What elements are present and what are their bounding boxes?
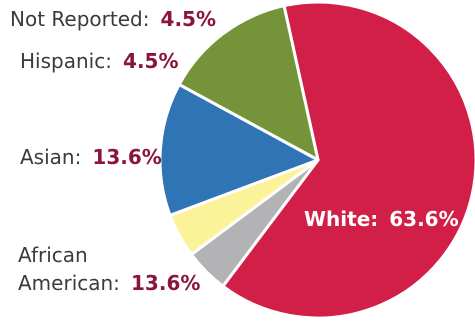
slice-name-not-reported: Not Reported: — [10, 7, 149, 31]
slice-value-african-american: 13.6% — [131, 271, 200, 295]
slice-value-asian: 13.6% — [92, 145, 161, 169]
slice-value-not-reported: 4.5% — [161, 7, 216, 31]
slice-name-african-american-line1: African — [18, 243, 88, 267]
slice-value-white: 63.6% — [389, 207, 458, 231]
slice-name-hispanic: Hispanic: — [20, 49, 112, 73]
slice-label-african-american: African American: 13.6% — [18, 243, 200, 295]
pie-slice-white — [221, 0, 475, 320]
slice-name-african-american-line2: American: — [18, 271, 120, 295]
slice-label-hispanic: Hispanic: 4.5% — [20, 49, 179, 73]
pie-slice-asian — [158, 83, 320, 217]
slice-label-not-reported: Not Reported: 4.5% — [10, 7, 216, 31]
slice-name-asian: Asian: — [20, 145, 81, 169]
slice-name-white: White: — [304, 207, 378, 231]
pie-slice-african-american — [177, 4, 320, 162]
pie-slice-not-reported — [189, 158, 320, 288]
slice-value-hispanic: 4.5% — [123, 49, 178, 73]
slice-label-asian: Asian: 13.6% — [20, 145, 162, 169]
slice-label-white: White: 63.6% — [304, 207, 459, 231]
pie-slices — [158, 0, 475, 320]
